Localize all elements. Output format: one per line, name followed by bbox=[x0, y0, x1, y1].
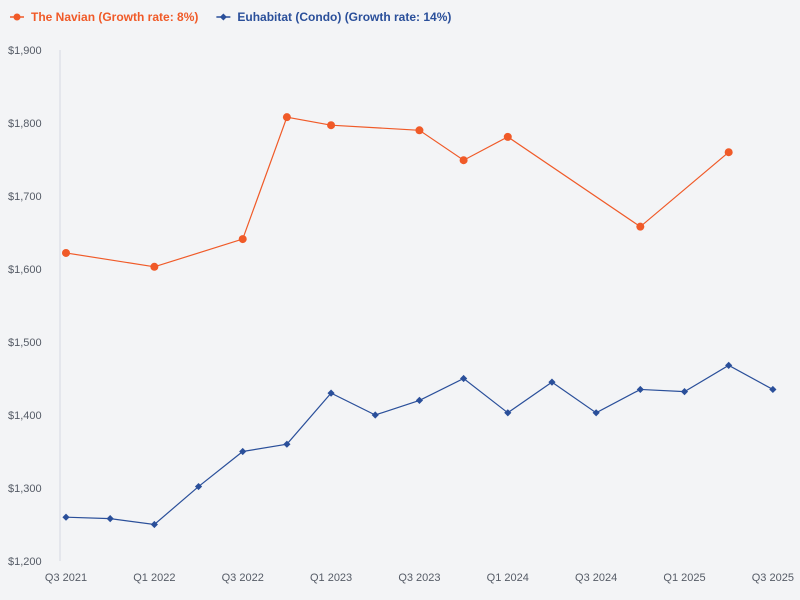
data-point[interactable] bbox=[194, 482, 203, 491]
data-point[interactable] bbox=[724, 148, 733, 157]
data-point[interactable] bbox=[62, 248, 70, 257]
data-point[interactable] bbox=[239, 447, 247, 456]
y-tick-label: $1,500 bbox=[8, 337, 42, 349]
x-tick-label: Q3 2024 bbox=[575, 572, 617, 584]
x-tick-label: Q1 2023 bbox=[310, 572, 352, 584]
legend-label: Euhabitat (Condo) (Growth rate: 14%) bbox=[237, 10, 451, 24]
y-tick-label: $1,800 bbox=[8, 118, 42, 130]
legend-item-0[interactable]: The Navian (Growth rate: 8%) bbox=[10, 10, 198, 24]
data-point[interactable] bbox=[282, 113, 291, 122]
series-line bbox=[65, 364, 774, 526]
data-point[interactable] bbox=[327, 389, 335, 397]
legend-marker bbox=[219, 13, 227, 21]
data-point[interactable] bbox=[769, 385, 777, 394]
legend-label: The Navian (Growth rate: 8%) bbox=[31, 10, 198, 24]
data-point[interactable] bbox=[415, 126, 424, 135]
x-tick-label: Q3 2025 bbox=[752, 572, 794, 584]
x-axis: Q3 2021 Q1 2022 Q3 2022 Q1 2023 Q3 2023 Q1 20… bbox=[45, 572, 794, 584]
data-point[interactable] bbox=[460, 374, 468, 383]
data-point[interactable] bbox=[725, 361, 733, 369]
data-point[interactable] bbox=[62, 513, 70, 521]
legend-item-1[interactable]: Euhabitat (Condo) (Growth rate: 14%) bbox=[216, 10, 451, 24]
y-tick-label: $1,600 bbox=[8, 264, 42, 276]
x-tick-label: Q1 2024 bbox=[487, 572, 529, 584]
data-point[interactable] bbox=[636, 385, 644, 394]
y-tick-label: $1,200 bbox=[8, 556, 42, 568]
data-point[interactable] bbox=[548, 378, 556, 386]
y-tick-label: $1,400 bbox=[8, 410, 42, 422]
data-point[interactable] bbox=[371, 411, 379, 419]
data-point[interactable] bbox=[415, 396, 424, 404]
data-point[interactable] bbox=[592, 409, 600, 417]
data-point[interactable] bbox=[459, 156, 468, 165]
x-tick-label: Q3 2021 bbox=[45, 572, 87, 584]
series-0 bbox=[62, 113, 733, 271]
data-point[interactable] bbox=[504, 409, 512, 417]
x-tick-label: Q1 2025 bbox=[663, 572, 705, 584]
data-point[interactable] bbox=[636, 222, 645, 231]
y-tick-label: $1,300 bbox=[8, 483, 42, 495]
data-point[interactable] bbox=[238, 235, 247, 244]
data-point[interactable] bbox=[150, 262, 159, 271]
data-point[interactable] bbox=[106, 515, 114, 523]
x-tick-label: Q3 2023 bbox=[398, 572, 440, 584]
series-1 bbox=[62, 361, 777, 529]
y-axis: $1,200 $1,300 $1,400 $1,500 $1,600 $1,700 $1,8… bbox=[8, 45, 61, 568]
y-tick-label: $1,900 bbox=[8, 45, 42, 57]
series-line bbox=[65, 116, 730, 268]
x-tick-label: Q3 2022 bbox=[222, 572, 264, 584]
plot-area bbox=[62, 113, 777, 529]
data-point[interactable] bbox=[503, 132, 512, 141]
x-tick-label: Q1 2022 bbox=[133, 572, 175, 584]
y-tick-label: $1,700 bbox=[8, 191, 42, 203]
legend: The Navian (Growth rate: 8%) Euhabitat (C… bbox=[10, 10, 451, 24]
data-point[interactable] bbox=[680, 388, 689, 396]
data-point[interactable] bbox=[283, 440, 291, 448]
data-point[interactable] bbox=[150, 520, 158, 529]
legend-marker bbox=[13, 13, 21, 21]
data-point[interactable] bbox=[327, 121, 336, 130]
